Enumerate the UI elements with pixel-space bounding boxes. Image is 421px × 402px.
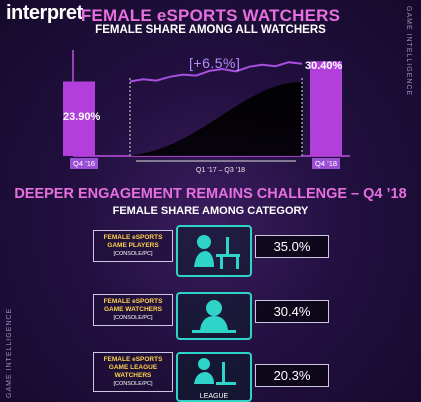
- value-box: 30.4%: [255, 300, 329, 323]
- league-viewer-icon: LEAGUE: [176, 352, 252, 402]
- bar-label-q4-18: 30.40%: [305, 60, 343, 72]
- range-label: Q1 ’17 – Q3 ’18: [196, 167, 246, 174]
- section2-title: DEEPER ENGAGEMENT REMAINS CHALLENGE – Q4…: [14, 186, 407, 202]
- section2-subtitle: FEMALE SHARE AMONG CATEGORY: [112, 205, 309, 217]
- section1-title: FEMALE eSPORTS WATCHERS: [80, 6, 341, 25]
- category-label: FEMALE eSPORTS GAME LEAGUE WATCHERS [CON…: [93, 352, 173, 392]
- watchers-chart: [63, 50, 350, 162]
- tick-q4-16: Q4 ’16: [70, 158, 99, 169]
- value-box: 20.3%: [255, 364, 329, 387]
- trend-area: [130, 82, 302, 156]
- viewer-at-monitor-icon: [176, 292, 252, 340]
- bar-0: [63, 81, 95, 156]
- gamer-at-desk-icon: [176, 225, 252, 277]
- trend-line: [129, 61, 303, 83]
- bar-label-q4-16: 23.90%: [63, 111, 101, 123]
- logo: interpret: [6, 2, 83, 24]
- value-box: 35.0%: [255, 235, 329, 258]
- category-label: FEMALE eSPORTS GAME WATCHERS [CONSOLE/PC…: [93, 294, 173, 326]
- bar-1: [310, 61, 342, 157]
- tick-q4-18: Q4 ’18: [312, 158, 341, 169]
- category-label: FEMALE eSPORTS GAME PLAYERS [CONSOLE/PC]: [93, 230, 173, 262]
- icon-caption: LEAGUE: [199, 393, 229, 400]
- growth-annotation: [+6.5%]: [189, 55, 241, 71]
- side-label-left: GAME INTELLIGENCE: [6, 307, 13, 398]
- section1-subtitle: FEMALE SHARE AMONG ALL WATCHERS: [95, 24, 326, 36]
